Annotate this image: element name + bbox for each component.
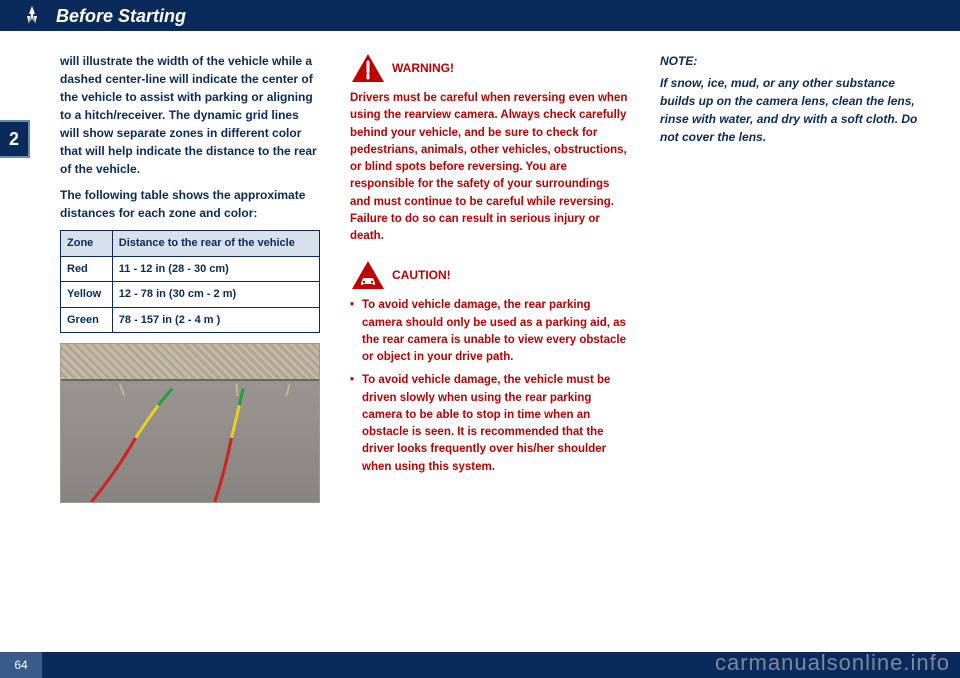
caution-header: CAUTION! (350, 259, 630, 291)
caution-item: To avoid vehicle damage, the rear parkin… (350, 297, 630, 366)
grid-lines-icon (61, 344, 319, 502)
body-text: will illustrate the width of the vehicle… (60, 52, 320, 178)
manual-page: Before Starting 2 will illustrate the wi… (0, 0, 960, 678)
table-cell: 78 - 157 in (2 - 4 m ) (112, 307, 319, 333)
rearview-camera-diagram (60, 343, 320, 503)
table-header: Distance to the rear of the vehicle (112, 231, 319, 257)
note-label: NOTE: (660, 52, 920, 70)
warning-header: WARNING! (350, 52, 630, 84)
table-cell: 12 - 78 in (30 cm - 2 m) (112, 282, 319, 308)
table-row: Green 78 - 157 in (2 - 4 m ) (61, 307, 320, 333)
note-text: If snow, ice, mud, or any other substanc… (660, 74, 920, 146)
maserati-logo-icon (20, 4, 44, 28)
table-cell: Yellow (61, 282, 113, 308)
caution-label: CAUTION! (392, 266, 451, 284)
caution-car-triangle-icon (350, 259, 386, 291)
column-1: will illustrate the width of the vehicle… (60, 52, 320, 503)
page-content: will illustrate the width of the vehicle… (0, 32, 960, 523)
page-number: 64 (0, 652, 42, 678)
column-2: WARNING! Drivers must be careful when re… (350, 52, 630, 503)
section-title: Before Starting (56, 6, 186, 27)
warning-triangle-icon (350, 52, 386, 84)
caution-item: To avoid vehicle damage, the vehicle mus… (350, 372, 630, 476)
table-row: Yellow 12 - 78 in (30 cm - 2 m) (61, 282, 320, 308)
table-row: Red 11 - 12 in (28 - 30 cm) (61, 256, 320, 282)
watermark: carmanualsonline.info (715, 650, 950, 676)
warning-text: Drivers must be careful when reversing e… (350, 90, 630, 245)
zone-distance-table: Zone Distance to the rear of the vehicle… (60, 230, 320, 333)
column-3: NOTE: If snow, ice, mud, or any other su… (660, 52, 920, 503)
table-header-row: Zone Distance to the rear of the vehicle (61, 231, 320, 257)
body-text: The following table shows the approximat… (60, 186, 320, 222)
table-header: Zone (61, 231, 113, 257)
warning-block: WARNING! Drivers must be careful when re… (350, 52, 630, 245)
table-cell: Green (61, 307, 113, 333)
page-header: Before Starting (0, 0, 960, 32)
caution-block: CAUTION! To avoid vehicle damage, the re… (350, 259, 630, 476)
table-cell: 11 - 12 in (28 - 30 cm) (112, 256, 319, 282)
warning-label: WARNING! (392, 59, 454, 77)
caution-list: To avoid vehicle damage, the rear parkin… (350, 297, 630, 476)
table-cell: Red (61, 256, 113, 282)
